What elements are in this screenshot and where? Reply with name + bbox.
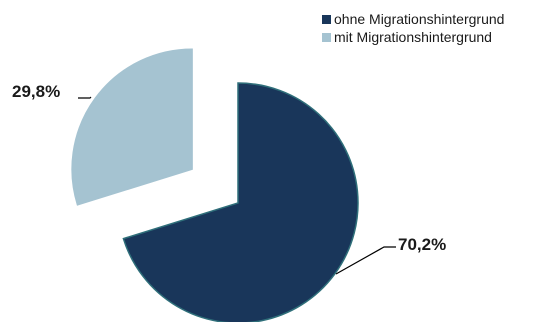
legend-label-ohne: ohne Migrationshintergrund [334,11,505,27]
leader-lines [78,96,396,275]
legend-swatch-mit [322,32,331,42]
data-label-ohne: 70,2% [398,235,447,254]
data-label-mit: 29,8% [12,82,61,101]
leader-line-ohne [335,246,396,275]
legend-swatch-ohne [322,14,331,24]
legend-item-mit: mit Migrationshintergrund [322,28,504,46]
pie-slice-mit [71,48,193,206]
pie-slice-ohne [122,82,359,322]
legend-label-mit: mit Migrationshintergrund [334,29,492,45]
pie-slices [71,48,359,322]
legend: ohne Migrationshintergrund mit Migration… [322,10,504,46]
leader-line-mit [78,96,92,99]
legend-item-ohne: ohne Migrationshintergrund [322,10,504,28]
